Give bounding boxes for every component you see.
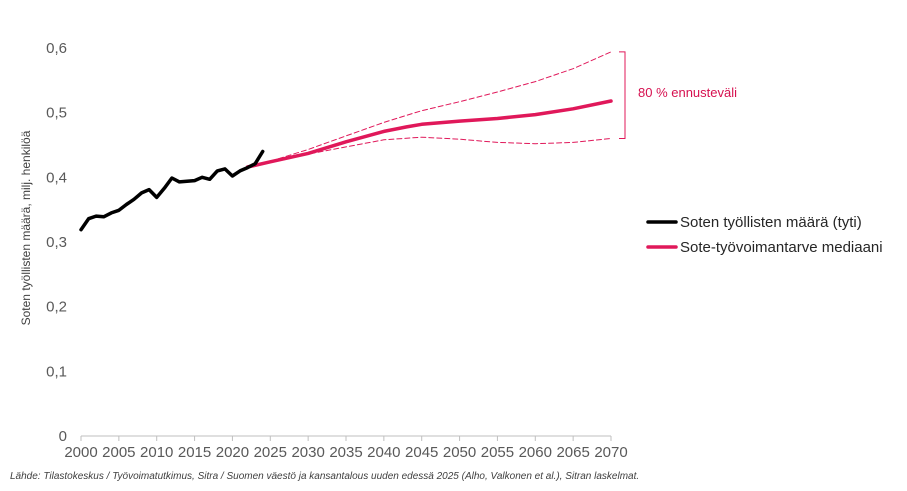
series-lines (79, 51, 613, 232)
x-tick-label: 2000 (64, 444, 97, 461)
x-tick-label: 2025 (254, 444, 287, 461)
x-tick-label: 2035 (329, 444, 362, 461)
y-tick-label: 0,3 (46, 234, 67, 251)
x-tick-label: 2030 (291, 444, 324, 461)
x-tick-label: 2020 (216, 444, 249, 461)
x-tick-label: 2065 (556, 444, 589, 461)
y-axis-label: Soten työllisten määrä, milj. henkilöä (19, 130, 33, 325)
legend-label: Sote-työvoimantarve mediaani (680, 239, 883, 256)
y-tick-label: 0,1 (46, 363, 67, 380)
forecast-interval-label: 80 % ennusteväli (638, 85, 737, 100)
legend-label: Soten työllisten määrä (tyti) (680, 214, 862, 231)
x-tick-label: 2005 (102, 444, 135, 461)
y-tick-label: 0,4 (46, 169, 67, 186)
x-tick-label: 2015 (178, 444, 211, 461)
y-tick-label: 0,6 (46, 40, 67, 57)
series-line-interval-upper (247, 51, 612, 168)
interval-bracket-line (619, 51, 626, 140)
x-tick-label: 2070 (594, 444, 627, 461)
x-tick-labels: 2000 2005 2010 2015 2020 2025 2030 2035 2040 2045… (64, 444, 627, 461)
series-line-interval-lower (247, 136, 612, 168)
y-tick-label: 0,5 (46, 105, 67, 122)
source-note: Lähde: Tilastokeskus / Työvoimatutkimus,… (10, 471, 640, 482)
x-tick-label: 2050 (443, 444, 476, 461)
x-tick-label: 2045 (405, 444, 438, 461)
y-tick-labels: 0 0,1 0,2 0,3 0,4 0,5 0,6 (46, 40, 67, 445)
y-tick-label: 0 (59, 428, 67, 445)
x-tick-label: 2060 (519, 444, 552, 461)
chart-axes (80, 435, 612, 441)
series-line-employed (79, 149, 265, 232)
legend: Soten työllisten määrä (tyti) Sote-työvoi… (646, 214, 883, 256)
series-line-demand-median (245, 99, 613, 169)
forecast-interval-bracket (619, 51, 626, 140)
y-tick-label: 0,2 (46, 299, 67, 316)
x-tick-label: 2010 (140, 444, 173, 461)
x-tick-label: 2040 (367, 444, 400, 461)
x-tick-label: 2055 (481, 444, 514, 461)
